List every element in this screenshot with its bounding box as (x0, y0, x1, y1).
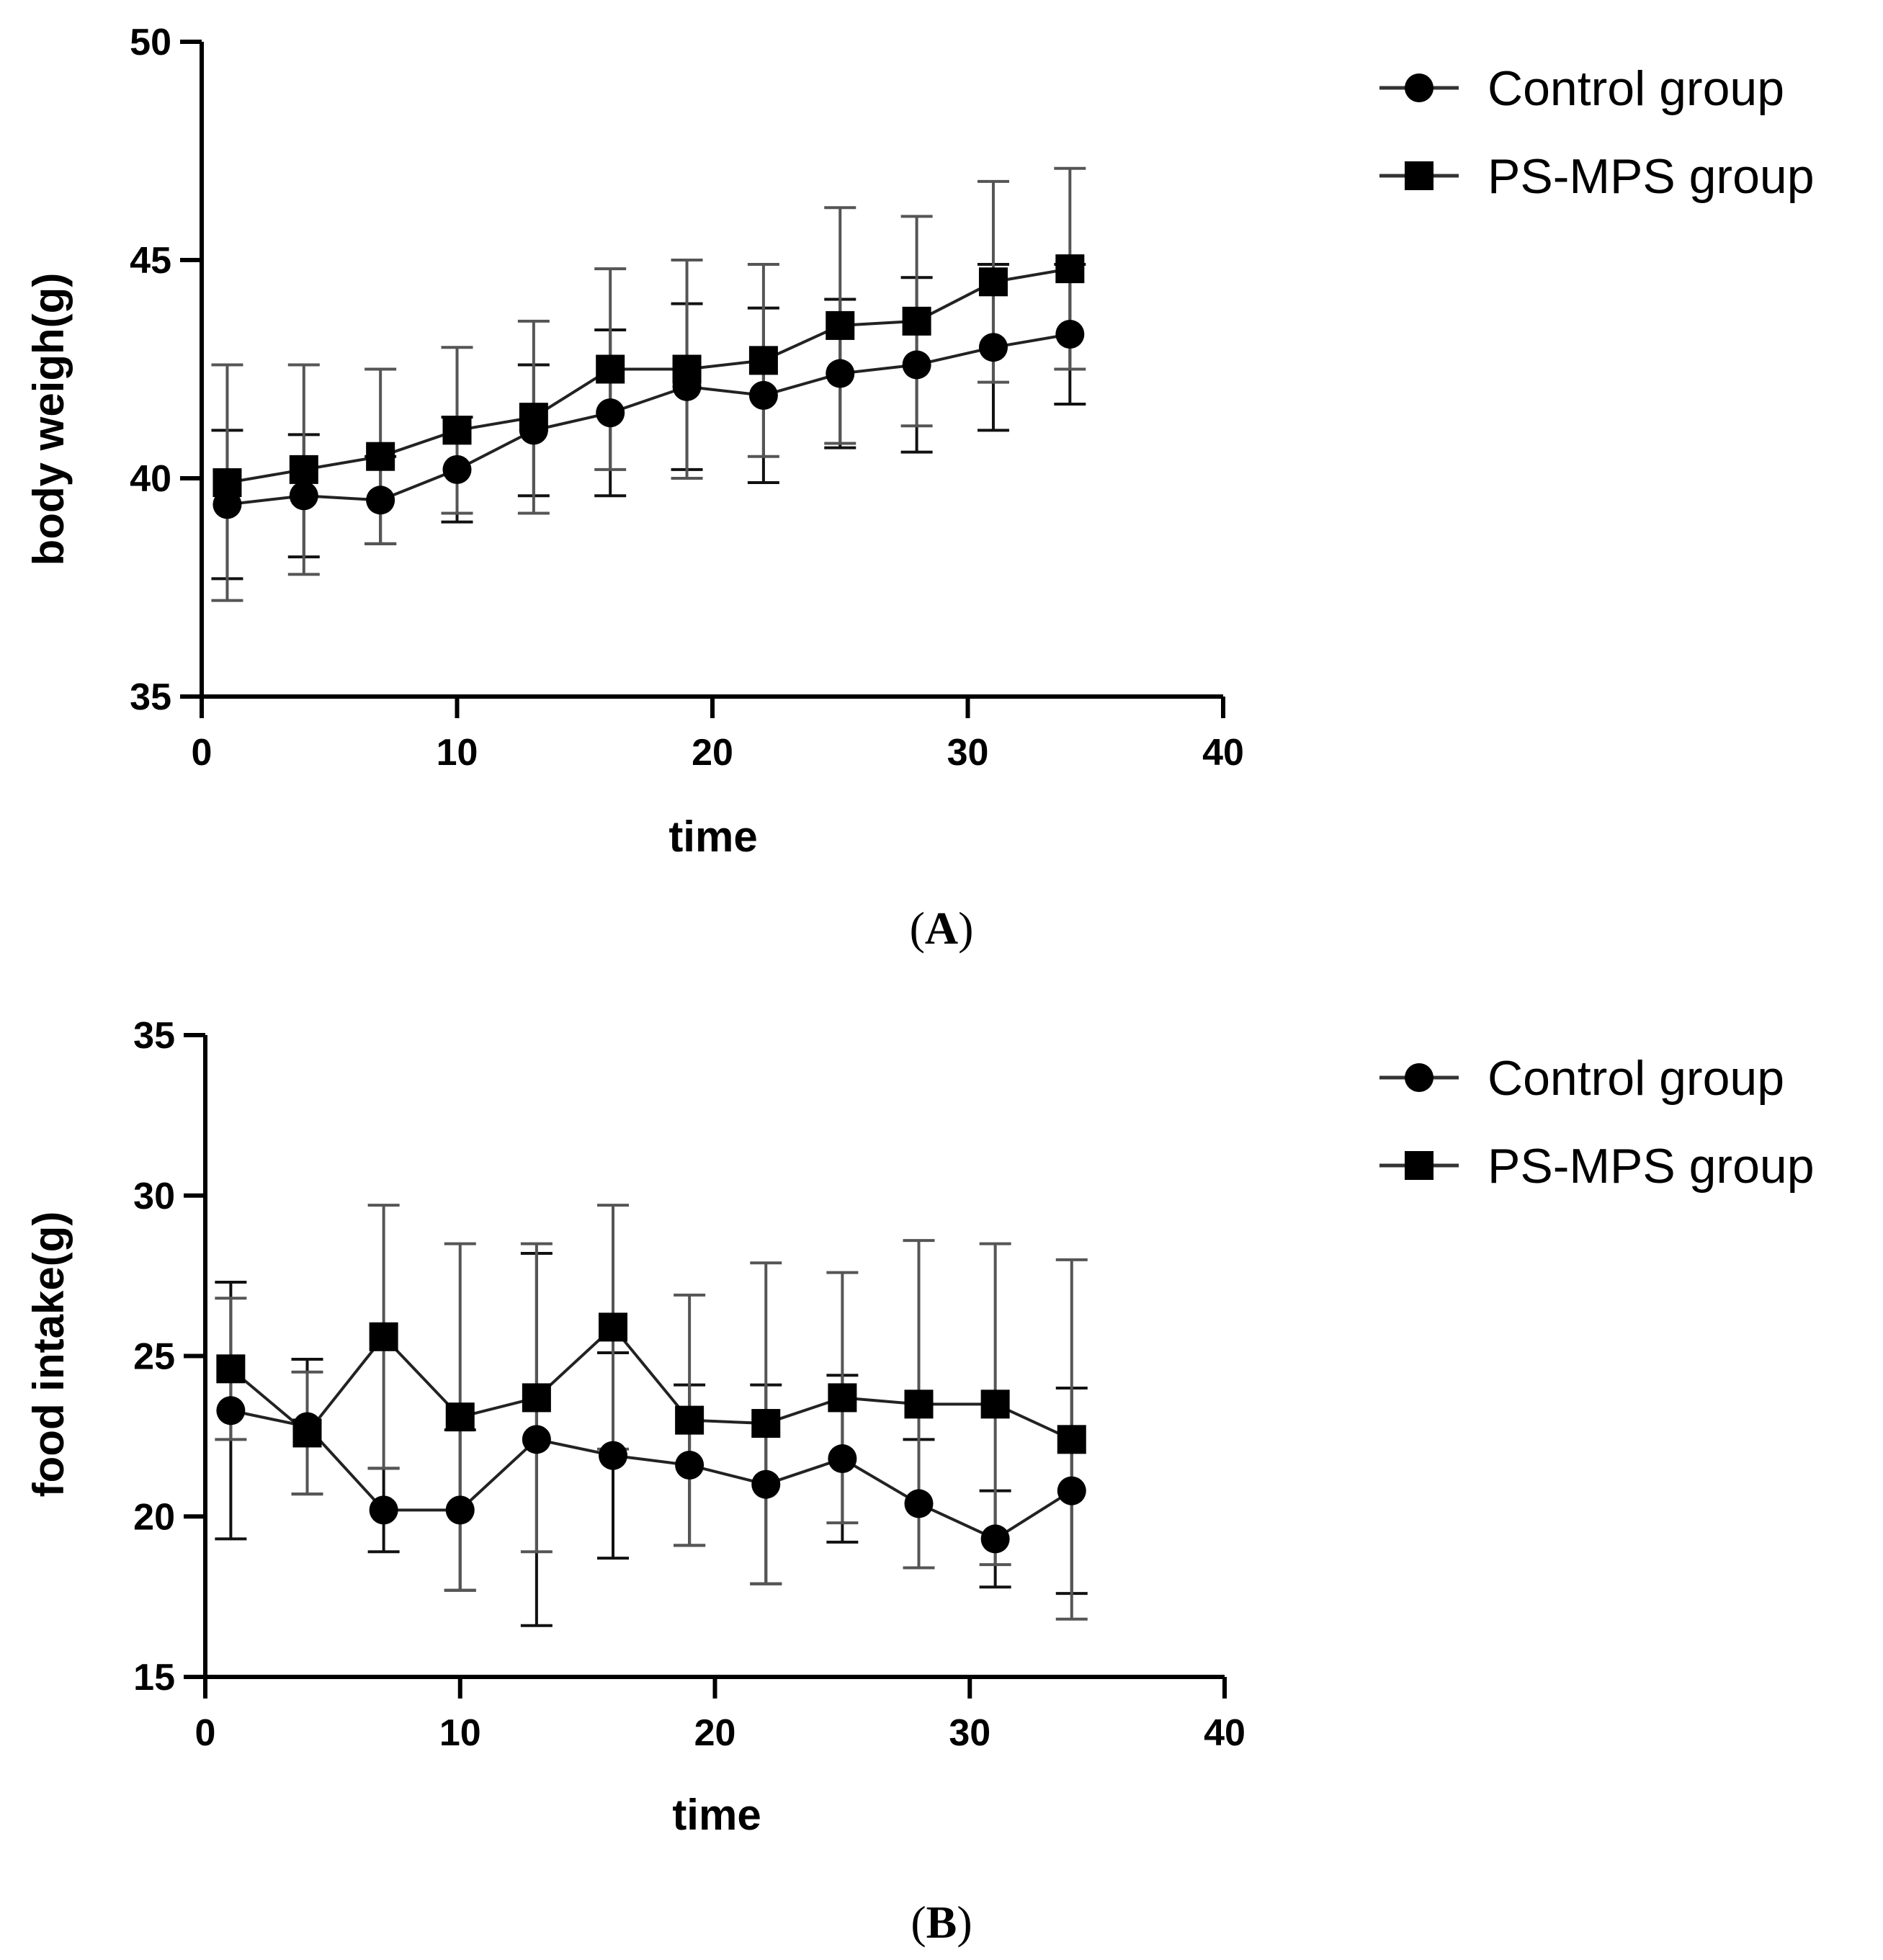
data-point-psmps-a (366, 442, 395, 471)
legend-label-control-b: Control group (1488, 1051, 1784, 1106)
data-point-control-a (826, 359, 855, 388)
legend-marker-control-b (1405, 1063, 1434, 1092)
x-axis-title-b: time (672, 1791, 761, 1839)
x-tick-label-b: 30 (949, 1712, 990, 1754)
data-point-psmps-a (826, 310, 855, 340)
data-point-control-a (1055, 320, 1085, 349)
data-point-psmps-a (289, 455, 318, 484)
data-point-control-b (828, 1444, 857, 1474)
data-point-control-a (366, 485, 395, 515)
data-point-psmps-b (980, 1390, 1010, 1419)
y-axis-title-a: body weigh(g) (24, 273, 73, 566)
data-point-psmps-a (442, 416, 472, 445)
data-point-psmps-a (902, 306, 931, 336)
x-tick-label-a: 40 (1202, 732, 1244, 774)
data-point-psmps-b (904, 1390, 934, 1419)
legend-marker-psmps-b (1405, 1151, 1434, 1180)
data-point-control-b (369, 1495, 398, 1525)
x-tick-label-a: 20 (692, 732, 733, 774)
x-axis-title-a: time (668, 813, 757, 861)
x-tick-label-a: 10 (437, 732, 478, 774)
data-point-psmps-b (292, 1418, 322, 1448)
data-point-control-b (445, 1495, 475, 1525)
x-tick-label-b: 0 (195, 1712, 216, 1754)
data-point-psmps-b (445, 1402, 475, 1432)
data-point-control-b (675, 1450, 705, 1480)
x-tick-label-a: 0 (192, 732, 213, 774)
panel-label-b: (B) (911, 1897, 972, 1948)
data-point-psmps-a (1055, 254, 1085, 284)
y-tick-label-a: 45 (130, 240, 171, 282)
legend-marker-control-a (1405, 73, 1434, 102)
data-point-control-b (980, 1524, 1010, 1554)
plot-area-a: 35 40 45 50 0 10 20 30 40 (130, 22, 1244, 774)
data-point-psmps-a (748, 346, 778, 375)
data-point-control-b (599, 1441, 627, 1470)
legend-label-control-a: Control group (1488, 61, 1784, 116)
data-point-psmps-b (675, 1405, 705, 1435)
data-point-control-a (978, 333, 1008, 362)
legend-label-psmps-b: PS-MPS group (1488, 1139, 1815, 1194)
y-tick-label-b: 35 (133, 1015, 175, 1057)
data-point-psmps-b (216, 1354, 246, 1384)
y-tick-label-a: 35 (130, 676, 171, 718)
data-point-psmps-a (596, 354, 625, 384)
data-point-control-a (596, 398, 625, 428)
x-tick-label-b: 40 (1204, 1712, 1245, 1754)
plot-area-b: 15 20 25 30 35 0 10 20 30 40 (133, 1015, 1245, 1754)
data-point-psmps-b (369, 1322, 398, 1351)
data-point-psmps-a (519, 403, 548, 432)
x-tick-label-b: 20 (694, 1712, 736, 1754)
legend-a: Control group PS-MPS group (1379, 61, 1815, 204)
data-point-control-a (442, 455, 472, 484)
data-point-psmps-a (978, 267, 1008, 297)
data-point-psmps-b (828, 1383, 857, 1413)
panel-label-a: (A) (910, 903, 974, 954)
data-point-psmps-b (599, 1312, 627, 1342)
legend-marker-psmps-a (1405, 161, 1434, 190)
y-tick-label-b: 25 (133, 1336, 175, 1378)
data-point-control-b (751, 1469, 781, 1499)
data-point-control-a (902, 350, 931, 380)
data-point-control-b (522, 1425, 551, 1454)
data-point-psmps-b (751, 1409, 781, 1438)
data-point-psmps-b (522, 1383, 551, 1413)
data-point-psmps-a (213, 468, 242, 498)
legend-label-psmps-a: PS-MPS group (1488, 149, 1815, 204)
data-point-control-a (289, 481, 318, 511)
y-tick-label-b: 20 (133, 1496, 175, 1538)
y-tick-label-a: 50 (130, 22, 171, 63)
legend-b: Control group PS-MPS group (1379, 1051, 1815, 1194)
y-tick-label-a: 40 (130, 458, 171, 500)
x-tick-label-b: 10 (439, 1712, 481, 1754)
chart-panel-a: 35 40 45 50 0 10 20 30 40 time body weigh(g) Con… (24, 22, 1815, 954)
data-point-control-b (904, 1489, 934, 1518)
y-tick-label-b: 15 (133, 1657, 175, 1699)
panel-letter-a: A (925, 903, 958, 954)
data-point-psmps-a (672, 354, 702, 384)
data-point-control-b (216, 1396, 246, 1426)
x-tick-label-a: 30 (947, 732, 989, 774)
data-point-control-b (1057, 1476, 1086, 1505)
data-point-psmps-b (1057, 1425, 1086, 1454)
y-tick-label-b: 30 (133, 1176, 175, 1217)
data-point-control-a (748, 380, 778, 410)
panel-letter-b: B (926, 1897, 957, 1948)
y-axis-title-b: food intake(g) (24, 1212, 73, 1498)
data-point-control-a (213, 490, 242, 519)
